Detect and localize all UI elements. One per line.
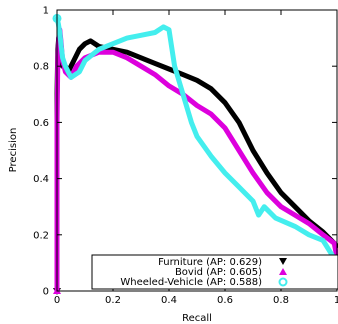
legend-entry-furniture: Furniture (AP: 0.629) <box>158 257 262 268</box>
y-tick-label: 0.8 <box>33 62 49 73</box>
y-tick-label: 0.4 <box>33 174 49 185</box>
x-tick-label: 0.8 <box>273 295 289 306</box>
legend-marker-wheeled-vehicle <box>278 277 288 287</box>
x-tick-label: 0.4 <box>161 295 177 306</box>
legend: Furniture (AP: 0.629) Bovid (AP: 0.605) … <box>91 254 338 290</box>
series-line-2 <box>54 27 338 294</box>
legend-marker-furniture <box>279 258 287 265</box>
legend-entry-bovid: Bovid (AP: 0.605) <box>175 267 262 278</box>
x-tick-label: 1 <box>334 295 338 306</box>
legend-entry-wheeled-vehicle: Wheeled-Vehicle (AP: 0.588) <box>120 277 262 288</box>
y-tick-label: 0 <box>43 287 49 298</box>
x-axis-label: Recall <box>182 313 212 324</box>
series-3 <box>52 13 338 266</box>
x-tick-label: 0.6 <box>217 295 233 306</box>
x-tick-label: 0 <box>54 295 60 306</box>
series-line-3 <box>54 15 338 266</box>
legend-marker-bovid <box>279 268 287 275</box>
x-tick-label: 0.2 <box>105 295 121 306</box>
axes-layer: 0 0.2 0.4 0.6 0.8 1 0 0.2 0.4 0.6 0.8 1 <box>33 6 338 307</box>
series-line-1 <box>54 35 338 294</box>
y-tick-label: 0.2 <box>33 230 49 241</box>
plot-frame <box>56 9 338 292</box>
y-tick-label: 0.6 <box>33 118 49 129</box>
y-axis-label: Precision <box>8 128 19 173</box>
y-tick-label: 1 <box>43 6 49 17</box>
series-layer <box>52 13 338 295</box>
series-2 <box>53 27 338 294</box>
legend-box <box>91 254 338 290</box>
